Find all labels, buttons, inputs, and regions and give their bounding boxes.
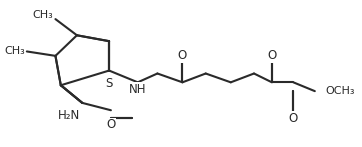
Text: O: O	[178, 49, 187, 62]
Text: O: O	[289, 112, 298, 125]
Text: S: S	[105, 77, 113, 90]
Text: CH₃: CH₃	[4, 46, 25, 56]
Text: NH: NH	[129, 83, 147, 96]
Text: O: O	[267, 49, 277, 62]
Text: CH₃: CH₃	[33, 10, 53, 20]
Text: H₂N: H₂N	[58, 109, 80, 122]
Text: O: O	[106, 118, 115, 131]
Text: OCH₃: OCH₃	[325, 86, 355, 96]
